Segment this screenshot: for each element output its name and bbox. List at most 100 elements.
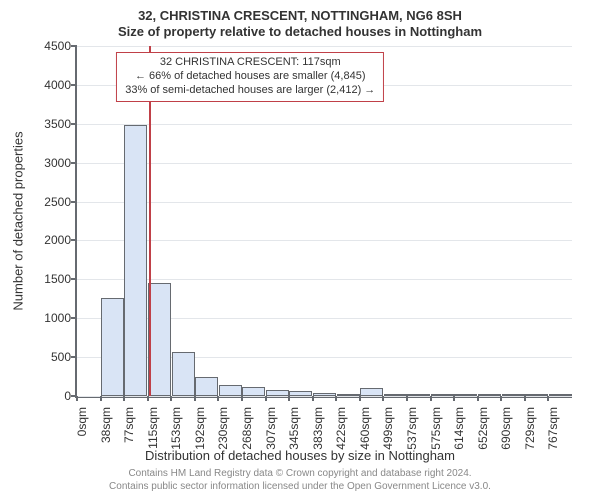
callout-line1: 32 CHRISTINA CRESCENT: 117sqm [125, 56, 375, 70]
xtick-label: 614sqm [452, 407, 466, 450]
histogram-bar [407, 394, 430, 396]
ytick-mark [71, 201, 77, 203]
ytick-label: 3000 [44, 156, 71, 170]
xtick-label: 690sqm [499, 407, 513, 450]
histogram-bar [266, 390, 289, 396]
xtick-label: 499sqm [381, 407, 395, 450]
xtick-mark [100, 396, 102, 401]
histogram-bar [525, 394, 548, 396]
callout-line3: 33% of semi-detached houses are larger (… [125, 84, 375, 98]
ytick-label: 3500 [44, 117, 71, 131]
xtick-label: 460sqm [358, 407, 372, 450]
histogram-bar [502, 394, 525, 396]
xtick-label: 383sqm [311, 407, 325, 450]
xtick-label: 652sqm [476, 407, 490, 450]
xtick-mark [123, 396, 125, 401]
xtick-mark [382, 396, 384, 401]
histogram-bar [431, 394, 454, 396]
page-title-line2: Size of property relative to detached ho… [0, 24, 600, 39]
xtick-mark [500, 396, 502, 401]
gridline [77, 240, 572, 241]
histogram-bar [478, 394, 501, 396]
y-axis-title: Number of detached properties [11, 131, 26, 310]
gridline [77, 279, 572, 280]
histogram-bar [360, 388, 383, 396]
ytick-mark [71, 45, 77, 47]
x-axis-title: Distribution of detached houses by size … [0, 448, 600, 463]
histogram-bar [289, 391, 312, 396]
ytick-mark [71, 317, 77, 319]
ytick-mark [71, 84, 77, 86]
xtick-label: 268sqm [240, 407, 254, 450]
histogram-bar [242, 387, 265, 396]
xtick-label: 230sqm [216, 407, 230, 450]
xtick-mark [147, 396, 149, 401]
histogram-bar [337, 394, 360, 396]
xtick-mark [359, 396, 361, 401]
histogram-bar [195, 377, 218, 396]
callout-line2: ← 66% of detached houses are smaller (4,… [125, 70, 375, 84]
gridline [77, 46, 572, 47]
xtick-mark [170, 396, 172, 401]
xtick-mark [430, 396, 432, 401]
xtick-label: 345sqm [287, 407, 301, 450]
histogram-bar [101, 298, 124, 396]
xtick-mark [76, 396, 78, 401]
histogram-bar [454, 394, 477, 396]
histogram-bar [148, 283, 171, 396]
ytick-label: 2500 [44, 195, 71, 209]
gridline [77, 163, 572, 164]
ytick-label: 2000 [44, 233, 71, 247]
xtick-mark [241, 396, 243, 401]
xtick-label: 767sqm [546, 407, 560, 450]
chart-container: { "title_line1": "32, CHRISTINA CRESCENT… [0, 0, 600, 500]
ytick-label: 500 [51, 350, 71, 364]
footer-line2: Contains public sector information licen… [0, 481, 600, 494]
ytick-mark [71, 162, 77, 164]
gridline [77, 124, 572, 125]
xtick-mark [265, 396, 267, 401]
xtick-label: 38sqm [99, 407, 113, 443]
ytick-label: 1500 [44, 272, 71, 286]
ytick-label: 4000 [44, 78, 71, 92]
xtick-mark [477, 396, 479, 401]
xtick-mark [406, 396, 408, 401]
xtick-mark [335, 396, 337, 401]
xtick-mark [288, 396, 290, 401]
xtick-mark [217, 396, 219, 401]
histogram-bar [219, 385, 242, 396]
callout-box: 32 CHRISTINA CRESCENT: 117sqm← 66% of de… [116, 52, 384, 102]
ytick-label: 0 [64, 389, 71, 403]
xtick-label: 0sqm [75, 407, 89, 436]
histogram-bar [313, 393, 336, 397]
xtick-label: 307sqm [264, 407, 278, 450]
histogram-plot: 0500100015002000250030003500400045000sqm… [75, 46, 572, 398]
xtick-label: 422sqm [334, 407, 348, 450]
ytick-mark [71, 356, 77, 358]
histogram-bar [124, 125, 147, 396]
ytick-mark [71, 239, 77, 241]
ytick-label: 4500 [44, 39, 71, 53]
page-title-line1: 32, CHRISTINA CRESCENT, NOTTINGHAM, NG6 … [0, 8, 600, 23]
histogram-bar [549, 394, 572, 396]
ytick-label: 1000 [44, 311, 71, 325]
xtick-mark [312, 396, 314, 401]
footer-line1: Contains HM Land Registry data © Crown c… [0, 468, 600, 481]
footer-attribution: Contains HM Land Registry data © Crown c… [0, 468, 600, 493]
xtick-label: 537sqm [405, 407, 419, 450]
histogram-bar [384, 394, 407, 396]
gridline [77, 202, 572, 203]
histogram-bar [172, 352, 195, 396]
ytick-mark [71, 123, 77, 125]
xtick-mark [547, 396, 549, 401]
ytick-mark [71, 278, 77, 280]
xtick-label: 153sqm [169, 407, 183, 450]
xtick-label: 115sqm [146, 407, 160, 449]
xtick-label: 729sqm [523, 407, 537, 450]
gridline [77, 396, 572, 397]
xtick-mark [194, 396, 196, 401]
xtick-label: 575sqm [429, 407, 443, 450]
xtick-mark [524, 396, 526, 401]
xtick-label: 192sqm [193, 407, 207, 450]
xtick-label: 77sqm [122, 407, 136, 443]
